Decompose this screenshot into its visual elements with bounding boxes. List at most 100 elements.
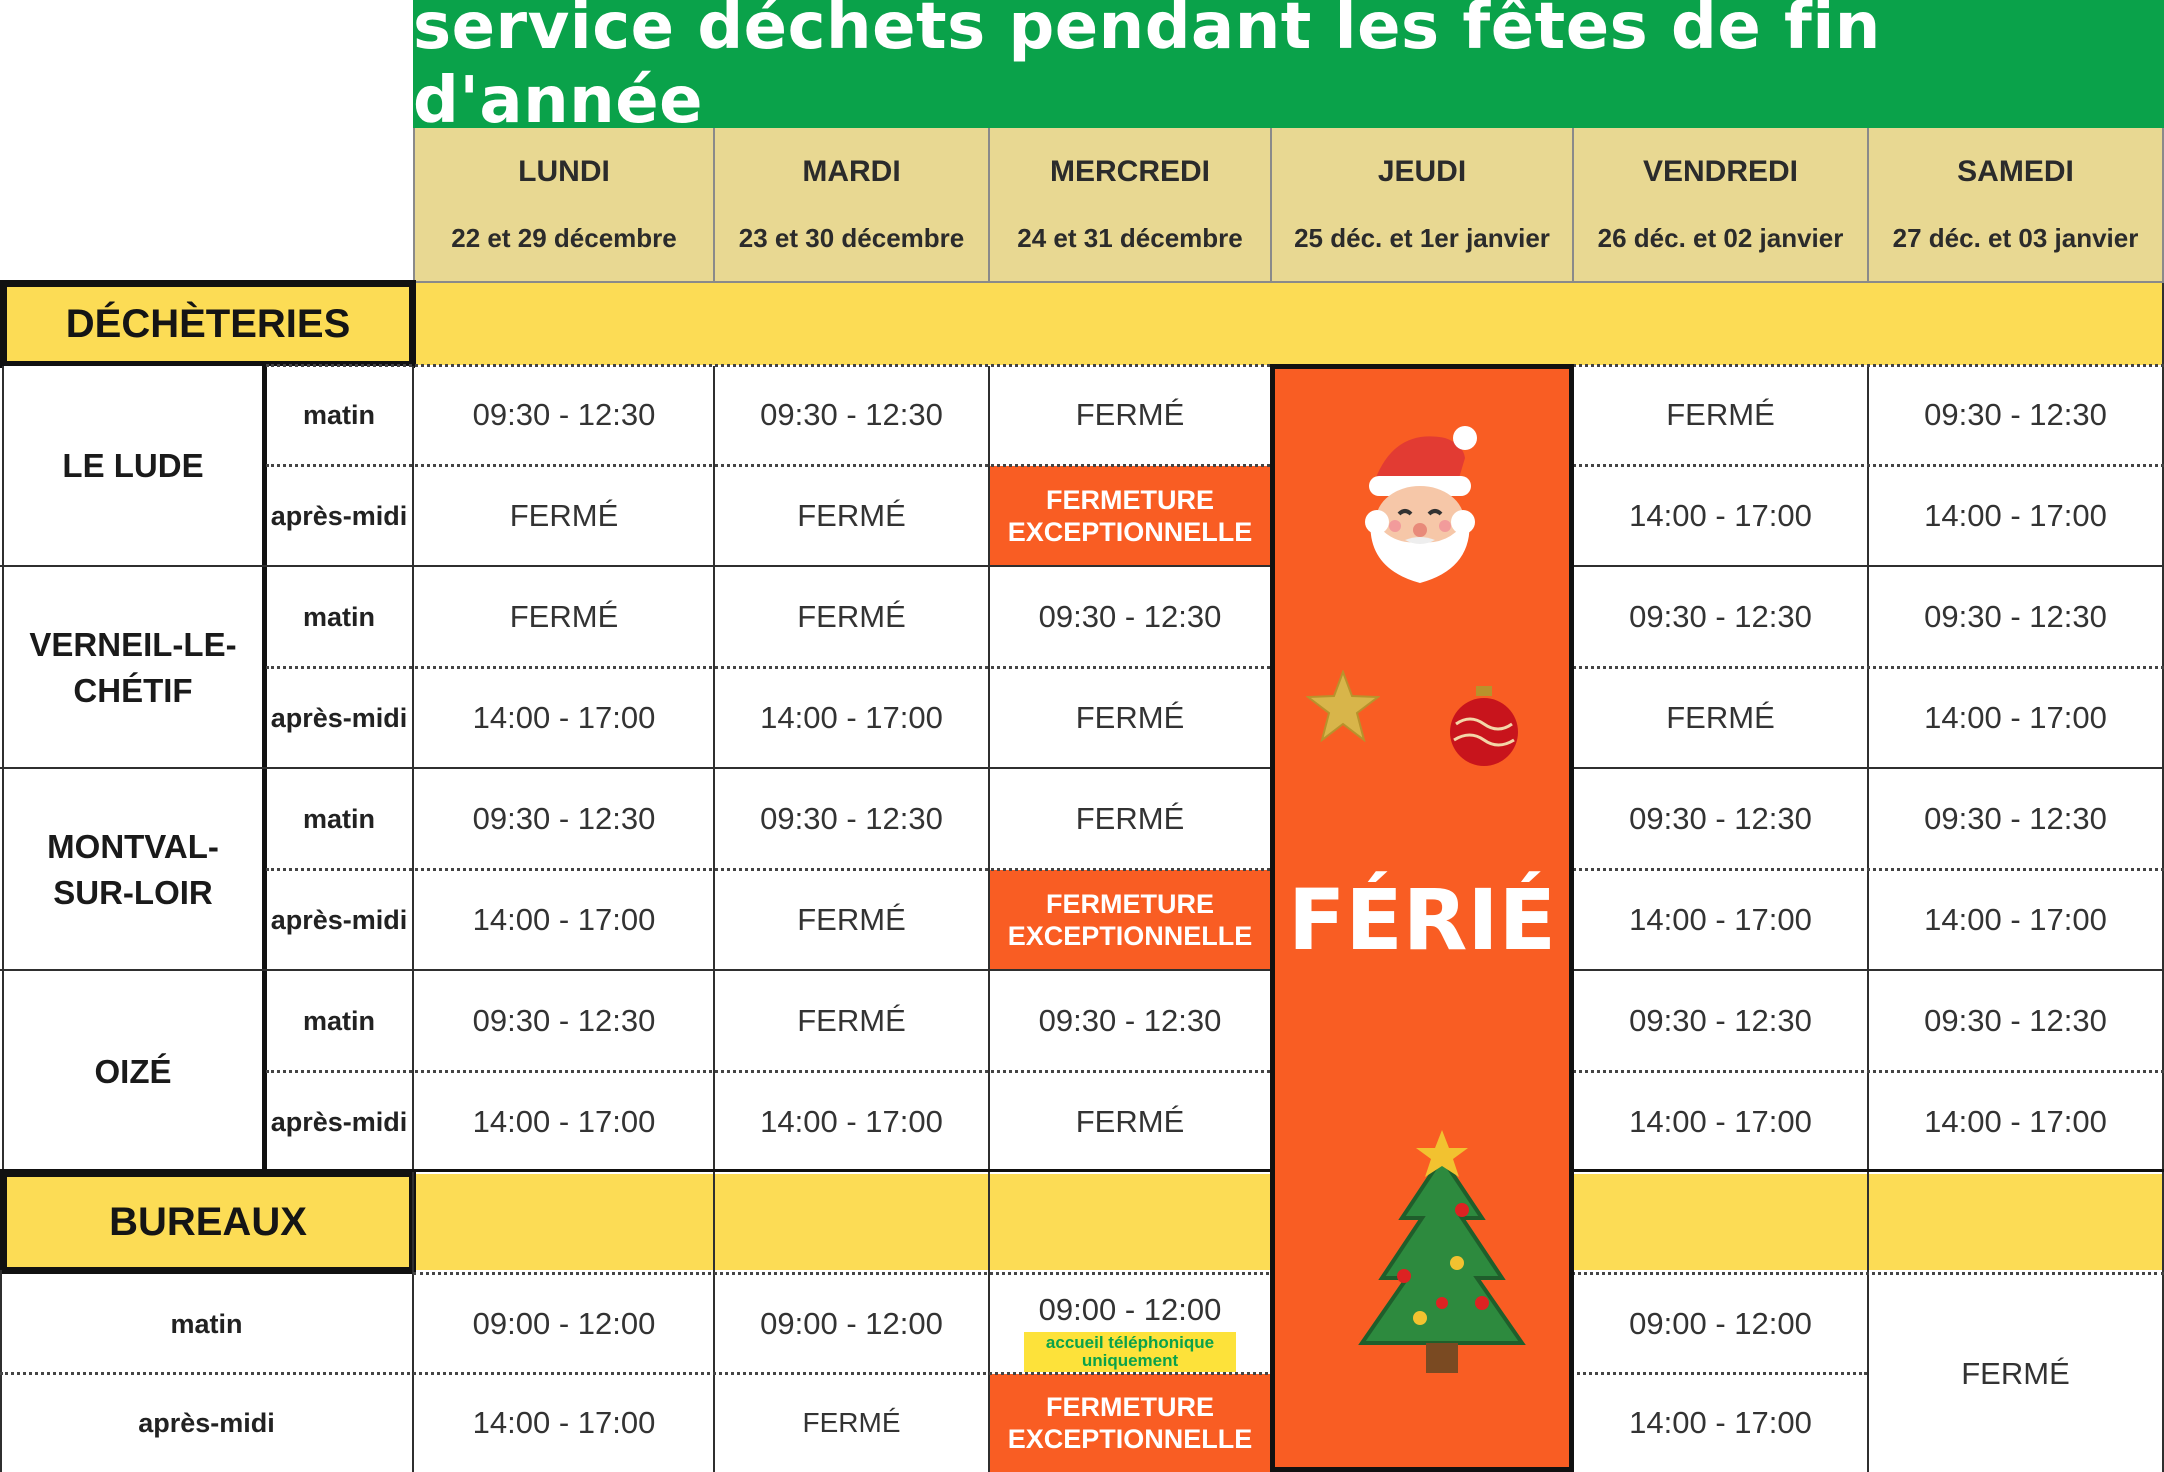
schedule-cell: 14:00 - 17:00: [415, 1374, 713, 1472]
slot-apres-midi: après-midi: [0, 1374, 413, 1472]
schedule-cell-phone-only: 09:00 - 12:00 accueil téléphonique uniqu…: [990, 1276, 1270, 1372]
grid-line: [412, 366, 414, 1472]
schedule-cell: FERMÉ: [990, 1072, 1270, 1172]
page-title: service déchets pendant les fêtes de fin…: [413, 0, 2164, 138]
ferie-label: FÉRIÉ: [1287, 871, 1557, 969]
site-verneil-le-chetif: VERNEIL-LE-CHÉTIF: [4, 568, 262, 768]
closure-line-1: FERMETURE: [1046, 889, 1214, 919]
grid-line-dotted: [266, 364, 2164, 367]
grid-line-dotted: [266, 666, 2164, 669]
schedule-cell: 09:30 - 12:30: [415, 770, 713, 868]
slot-matin: matin: [266, 366, 412, 464]
gold-star-icon: [1306, 670, 1380, 742]
closure-line-1: FERMETURE: [1046, 485, 1214, 515]
schedule-cell: 09:30 - 12:30: [715, 770, 988, 868]
schedule-cell-samedi: FERMÉ: [1869, 1276, 2162, 1472]
day-name: MARDI: [802, 155, 901, 188]
grid-line: [0, 767, 2164, 769]
bureaux-band-right: [1574, 1174, 2164, 1270]
day-name: VENDREDI: [1642, 155, 1799, 188]
grid-line: [1572, 1169, 2164, 1172]
schedule-cell: 14:00 - 17:00: [415, 668, 713, 768]
christmas-tree-icon: [1358, 1130, 1526, 1373]
santa-icon: [1365, 426, 1477, 583]
closure-line-2: EXCEPTIONNELLE: [1007, 1424, 1253, 1454]
schedule-cell: FERMÉ: [715, 1374, 988, 1472]
schedule-cell: 09:30 - 12:30: [990, 972, 1270, 1070]
day-name: MERCREDI: [1049, 155, 1210, 188]
schedule-cell: FERMÉ: [715, 870, 988, 970]
schedule-cell: 09:30 - 12:30: [715, 366, 988, 464]
schedule-cell: FERMÉ: [1574, 366, 1867, 464]
schedule-cell: 09:30 - 12:30: [1869, 568, 2162, 666]
schedule-cell: FERMÉ: [1574, 668, 1867, 768]
schedule-cell: FERMÉ: [715, 972, 988, 1070]
day-header-mercredi: MERCREDI 24 et 31 décembre: [988, 128, 1272, 283]
day-dates: 25 déc. et 1er janvier: [1294, 223, 1550, 253]
schedule-cell: 14:00 - 17:00: [1574, 870, 1867, 970]
day-dates: 26 déc. et 02 janvier: [1597, 223, 1844, 253]
day-name: LUNDI: [518, 155, 610, 188]
schedule-cell: 14:00 - 17:00: [715, 668, 988, 768]
section-label-decheteries: DÉCHÈTERIES: [0, 280, 416, 368]
schedule-cell: 14:00 - 17:00: [1574, 466, 1867, 566]
schedule-cell: FERMÉ: [415, 466, 713, 566]
schedule-cell: FERMÉ: [990, 770, 1270, 868]
grid-line: [0, 969, 2164, 971]
schedule-cell: 14:00 - 17:00: [1574, 1374, 1867, 1472]
grid-line: [1867, 366, 1869, 1472]
slot-matin: matin: [266, 972, 412, 1070]
schedule-cell: 14:00 - 17:00: [1869, 870, 2162, 970]
schedule-cell: 14:00 - 17:00: [1869, 668, 2162, 768]
schedule-cell: 09:30 - 12:30: [1574, 972, 1867, 1070]
grid-line: [0, 1169, 1270, 1172]
hours-text: 09:00 - 12:00: [1038, 1292, 1222, 1327]
grid-line: [0, 1270, 2, 1472]
grid-line: [262, 366, 267, 1172]
schedule-cell: 09:30 - 12:30: [1574, 770, 1867, 868]
day-header-samedi: SAMEDI 27 déc. et 03 janvier: [1867, 128, 2164, 283]
schedule-cell: 09:30 - 12:30: [1869, 972, 2162, 1070]
schedule-cell: 14:00 - 17:00: [1869, 1072, 2162, 1172]
schedule-cell: FERMÉ: [990, 668, 1270, 768]
schedule-cell: FERMÉ: [715, 466, 988, 566]
schedule-cell: 09:30 - 12:30: [990, 568, 1270, 666]
day-name: JEUDI: [1377, 155, 1467, 188]
day-header-jeudi: JEUDI 25 déc. et 1er janvier: [1270, 128, 1574, 283]
decheteries-band: [413, 283, 2164, 365]
slot-apres-midi: après-midi: [266, 668, 412, 768]
closure-line-2: EXCEPTIONNELLE: [1007, 921, 1253, 951]
schedule-cell: 09:00 - 12:00: [1574, 1276, 1867, 1372]
schedule-cell: 14:00 - 17:00: [415, 870, 713, 970]
site-montval-sur-loir: MONTVAL-SUR-LOIR: [4, 770, 262, 970]
schedule-cell: 09:30 - 12:30: [1574, 568, 1867, 666]
grid-line-dotted: [266, 868, 2164, 871]
day-name: SAMEDI: [1957, 155, 2074, 188]
site-oize: OIZÉ: [4, 972, 262, 1172]
schedule-cell: 14:00 - 17:00: [415, 1072, 713, 1172]
schedule-cell: FERMÉ: [990, 366, 1270, 464]
phone-only-note: accueil téléphonique uniquement: [1024, 1332, 1236, 1372]
bureaux-band-left: [413, 1174, 1270, 1270]
exceptional-closure-cell: FERMETURE EXCEPTIONNELLE: [990, 870, 1270, 970]
grid-line: [2, 366, 4, 1172]
grid-line: [713, 366, 715, 1472]
day-dates: 23 et 30 décembre: [738, 223, 965, 253]
slot-matin: matin: [0, 1276, 413, 1372]
day-dates: 24 et 31 décembre: [1017, 223, 1243, 253]
schedule-cell: 14:00 - 17:00: [1869, 466, 2162, 566]
slot-matin: matin: [266, 568, 412, 666]
schedule-cell: FERMÉ: [415, 568, 713, 666]
red-ornament-icon: [1450, 686, 1518, 766]
slot-apres-midi: après-midi: [266, 870, 412, 970]
schedule-cell: 09:00 - 12:00: [715, 1276, 988, 1372]
grid-line: [0, 565, 2164, 567]
grid-line-dotted: [266, 1070, 2164, 1073]
grid-line: [988, 366, 990, 1472]
schedule-cell: 09:00 - 12:00: [415, 1276, 713, 1372]
grid-line-dotted: [0, 1372, 1867, 1375]
closure-line-2: EXCEPTIONNELLE: [1007, 517, 1253, 547]
slot-matin: matin: [266, 770, 412, 868]
closure-line-1: FERMETURE: [1046, 1392, 1214, 1422]
day-header-vendredi: VENDREDI 26 déc. et 02 janvier: [1572, 128, 1869, 283]
